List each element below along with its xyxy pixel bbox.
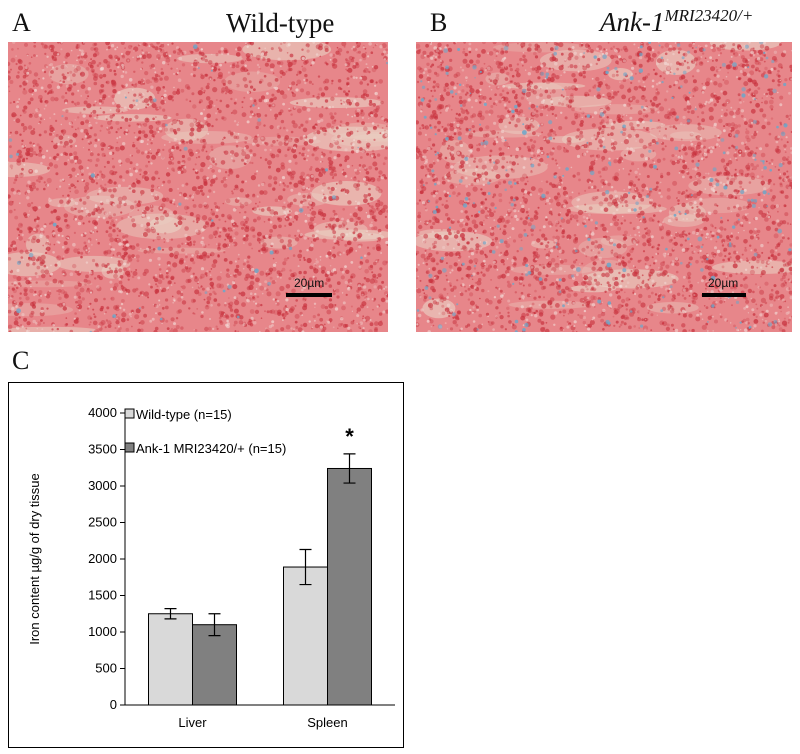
y-tick-label: 2000 xyxy=(88,551,117,566)
scale-bar-b-line xyxy=(702,293,746,297)
micrograph-ank1-mutant xyxy=(416,42,792,332)
error-bar xyxy=(164,608,177,620)
error-bar xyxy=(299,548,312,586)
panel-b-title-main: Ank-1 xyxy=(600,7,665,37)
y-tick-label: 2500 xyxy=(88,515,117,530)
y-tick-label: 500 xyxy=(95,661,117,676)
y-tick-label: 1500 xyxy=(88,588,117,603)
scale-bar-b: 20µm xyxy=(702,276,762,302)
bar-liver-wild-type xyxy=(148,613,193,706)
panel-b-title: Ank-1MRI23420/+ xyxy=(600,6,753,38)
x-category-label: Spleen xyxy=(307,715,347,730)
panel-b-title-superscript: MRI23420/+ xyxy=(664,6,754,25)
scale-bar-b-label: 20µm xyxy=(708,276,739,290)
panel-c-letter: C xyxy=(12,346,30,375)
legend-swatch xyxy=(124,442,135,453)
error-bar xyxy=(343,453,356,484)
scale-bar-a-label: 20µm xyxy=(294,276,325,290)
y-tick-label: 3500 xyxy=(88,442,117,457)
x-category-label: Liver xyxy=(178,715,207,730)
legend-swatch xyxy=(124,408,135,419)
y-tick-label: 0 xyxy=(110,697,117,712)
y-axis-label: Iron content µg/g of dry tissue xyxy=(27,473,42,645)
iron-content-chart: 0 500 1000 1500 2000 2500 3000 3500 4000 Iron con… xyxy=(8,382,404,748)
panel-a-letter: A xyxy=(12,8,31,37)
bar-liver-mutant xyxy=(192,624,237,706)
scale-bar-a: 20µm xyxy=(286,276,346,302)
significance-marker: * xyxy=(345,424,354,449)
error-bar xyxy=(208,613,221,637)
panel-b-letter: B xyxy=(430,8,448,37)
iron-content-chart-svg: 0 500 1000 1500 2000 2500 3000 3500 4000 Iron con… xyxy=(27,405,395,730)
scale-bar-a-line xyxy=(286,293,332,297)
y-tick-label: 1000 xyxy=(88,624,117,639)
legend-label: Wild-type (n=15) xyxy=(136,407,232,422)
bar-spleen-wild-type xyxy=(283,566,328,706)
y-tick-label: 3000 xyxy=(88,478,117,493)
bar-spleen-mutant xyxy=(327,467,372,706)
legend-label: Ank-1 MRI23420/+ (n=15) xyxy=(136,441,286,456)
micrograph-wild-type xyxy=(8,42,388,332)
panel-a-title: Wild-type xyxy=(226,8,335,38)
y-tick-label: 4000 xyxy=(88,405,117,420)
